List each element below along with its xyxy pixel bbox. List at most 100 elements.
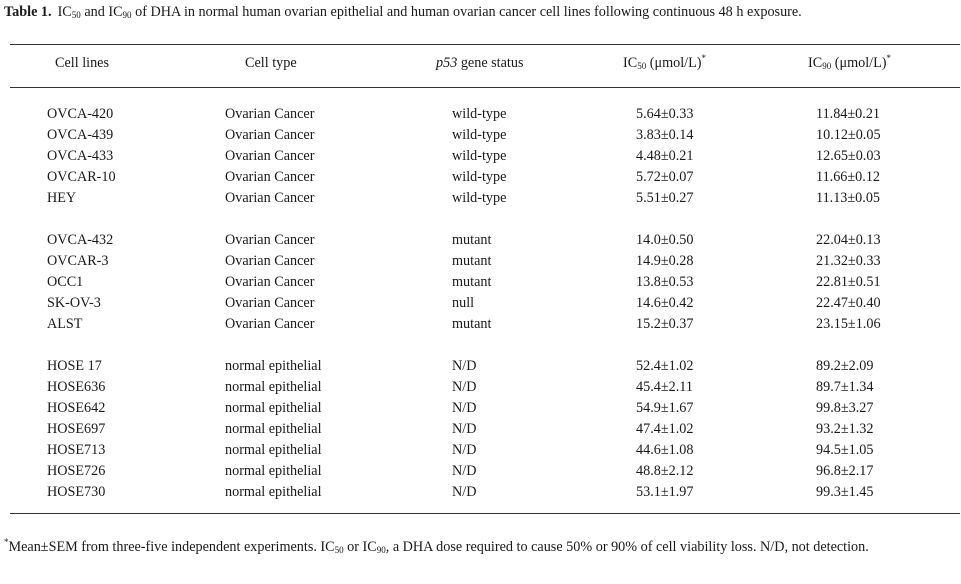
table-cell-ic90-value: 89.7±1.34 xyxy=(816,379,874,395)
table-cell-p53-status: N/D xyxy=(452,484,477,500)
table-cell-cell-type: normal epithelial xyxy=(225,421,322,437)
table-footnote: *Mean±SEM from three-five independent ex… xyxy=(4,537,956,558)
table-cell-cell-type: normal epithelial xyxy=(225,484,322,500)
table-cell-ic90-value: 99.3±1.45 xyxy=(816,484,874,500)
table-cell-cell-line: HEY xyxy=(47,190,77,206)
table-label: Table 1. xyxy=(4,4,52,20)
table-cell-cell-type: Ovarian Cancer xyxy=(225,316,315,332)
table-cell-ic50-value: 14.9±0.28 xyxy=(636,253,694,269)
table-cell-p53-status: N/D xyxy=(452,421,477,437)
caption-sub-90: 90 xyxy=(122,10,132,20)
table-cell-ic50-value: 47.4±1.02 xyxy=(636,421,694,437)
table-caption: Table 1. IC50 and IC90 of DHA in normal h… xyxy=(4,4,959,21)
footnote-sub-50: 50 xyxy=(334,545,344,555)
table-cell-cell-line: OVCAR-10 xyxy=(47,169,116,185)
header-cell-type: Cell type xyxy=(245,55,297,71)
table-cell-p53-status: wild-type xyxy=(452,169,507,185)
footnote-text-1: Mean±SEM from three-five independent exp… xyxy=(8,539,335,555)
table-cell-cell-type: normal epithelial xyxy=(225,442,322,458)
table-cell-p53-status: wild-type xyxy=(452,127,507,143)
table-cell-ic50-value: 44.6±1.08 xyxy=(636,442,694,458)
header-ic50: IC50 (μmol/L)* xyxy=(623,53,706,72)
table-cell-ic50-value: 48.8±2.12 xyxy=(636,463,694,479)
table-cell-cell-type: normal epithelial xyxy=(225,358,322,374)
table-cell-ic50-value: 5.51±0.27 xyxy=(636,190,694,206)
table-cell-cell-type: Ovarian Cancer xyxy=(225,106,315,122)
ic90-star: * xyxy=(886,53,891,63)
table-cell-p53-status: wild-type xyxy=(452,148,507,164)
table-cell-p53-status: N/D xyxy=(452,442,477,458)
table-cell-ic50-value: 13.8±0.53 xyxy=(636,274,694,290)
table-cell-p53-status: mutant xyxy=(452,274,492,290)
table-cell-ic50-value: 14.0±0.50 xyxy=(636,232,694,248)
table-cell-cell-type: normal epithelial xyxy=(225,400,322,416)
table-cell-ic50-value: 5.72±0.07 xyxy=(636,169,694,185)
table-cell-cell-line: SK-OV-3 xyxy=(47,295,101,311)
table-cell-p53-status: wild-type xyxy=(452,106,507,122)
table-cell-p53-status: N/D xyxy=(452,400,477,416)
table-cell-cell-type: Ovarian Cancer xyxy=(225,127,315,143)
footnote-text-3: , a DHA dose required to cause 50% or 90… xyxy=(385,539,869,555)
caption-text-2: and IC xyxy=(80,4,123,20)
table-cell-ic90-value: 10.12±0.05 xyxy=(816,127,881,143)
table-cell-cell-line: OVCAR-3 xyxy=(47,253,109,269)
table-cell-ic90-value: 11.13±0.05 xyxy=(816,190,881,206)
table-cell-p53-status: mutant xyxy=(452,253,492,269)
table-cell-p53-status: null xyxy=(452,295,475,311)
ic50-star: * xyxy=(701,53,706,63)
ic90-unit: (μmol/L) xyxy=(831,55,887,71)
header-ic90: IC90 (μmol/L)* xyxy=(808,53,891,72)
table-cell-ic90-value: 11.66±0.12 xyxy=(816,169,881,185)
table-cell-ic90-value: 94.5±1.05 xyxy=(816,442,874,458)
table-cell-ic90-value: 99.8±3.27 xyxy=(816,400,874,416)
table-cell-cell-type: Ovarian Cancer xyxy=(225,190,315,206)
table-cell-cell-line: HOSE642 xyxy=(47,400,106,416)
table-cell-cell-type: Ovarian Cancer xyxy=(225,148,315,164)
ic90-sub: 90 xyxy=(822,61,832,71)
table-cell-ic90-value: 89.2±2.09 xyxy=(816,358,874,374)
table-cell-cell-line: OVCA-439 xyxy=(47,127,114,143)
table-cell-cell-line: OVCA-433 xyxy=(47,148,114,164)
table-cell-ic90-value: 22.81±0.51 xyxy=(816,274,881,290)
table-cell-ic90-value: 11.84±0.21 xyxy=(816,106,881,122)
header-bottom-rule xyxy=(10,87,960,88)
p53-label: p53 xyxy=(436,55,458,71)
caption-sub-50: 50 xyxy=(71,10,81,20)
table-cell-ic90-value: 96.8±2.17 xyxy=(816,463,874,479)
footnote-star: * xyxy=(4,537,9,547)
table-cell-cell-line: HOSE726 xyxy=(47,463,106,479)
table-cell-ic90-value: 23.15±1.06 xyxy=(816,316,881,332)
ic50-main: IC xyxy=(623,55,638,71)
table-top-rule xyxy=(10,44,960,45)
ic50-sub: 50 xyxy=(637,61,647,71)
footnote-sub-90: 90 xyxy=(376,545,386,555)
table-cell-ic90-value: 22.47±0.40 xyxy=(816,295,881,311)
footnote-text-2: or IC xyxy=(343,539,377,555)
table-cell-p53-status: N/D xyxy=(452,358,477,374)
table-cell-ic90-value: 12.65±0.03 xyxy=(816,148,881,164)
ic50-unit: (μmol/L) xyxy=(646,55,702,71)
table-cell-ic90-value: 21.32±0.33 xyxy=(816,253,881,269)
table-cell-ic50-value: 4.48±0.21 xyxy=(636,148,694,164)
table-cell-cell-line: HOSE730 xyxy=(47,484,106,500)
gene-status-label: gene status xyxy=(457,55,524,71)
table-cell-cell-type: normal epithelial xyxy=(225,379,322,395)
table-cell-cell-type: Ovarian Cancer xyxy=(225,253,315,269)
table-cell-p53-status: mutant xyxy=(452,232,492,248)
table-cell-cell-line: ALST xyxy=(47,316,83,332)
table-cell-p53-status: N/D xyxy=(452,463,477,479)
table-cell-p53-status: mutant xyxy=(452,316,492,332)
table-cell-ic90-value: 22.04±0.13 xyxy=(816,232,881,248)
header-p53-status: p53 gene status xyxy=(436,55,523,72)
ic90-main: IC xyxy=(808,55,823,71)
header-cell-lines: Cell lines xyxy=(55,55,109,71)
table-cell-ic90-value: 93.2±1.32 xyxy=(816,421,874,437)
table-cell-cell-type: Ovarian Cancer xyxy=(225,295,315,311)
table-cell-cell-line: HOSE713 xyxy=(47,442,106,458)
table-cell-ic50-value: 15.2±0.37 xyxy=(636,316,694,332)
table-cell-cell-type: Ovarian Cancer xyxy=(225,232,315,248)
table-cell-p53-status: wild-type xyxy=(452,190,507,206)
table-cell-ic50-value: 5.64±0.33 xyxy=(636,106,694,122)
table-cell-cell-line: HOSE 17 xyxy=(47,358,102,374)
table-cell-ic50-value: 14.6±0.42 xyxy=(636,295,694,311)
